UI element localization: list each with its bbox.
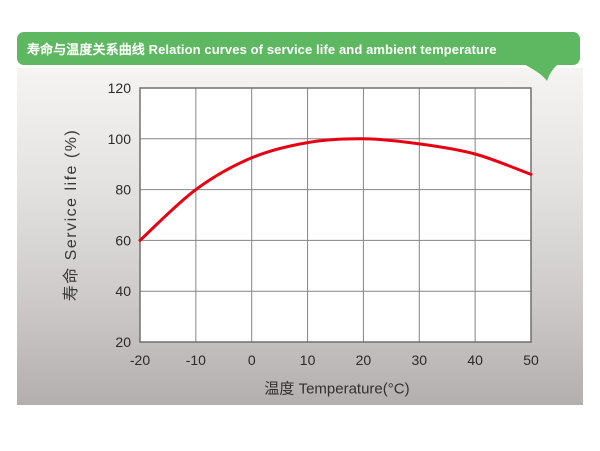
x-tick-label: 50 <box>523 352 539 368</box>
y-tick-label: 60 <box>115 232 131 248</box>
y-axis-title: 寿命 Service life (%) <box>63 128 80 302</box>
x-axis-title: 温度 Temperature(°C) <box>264 380 410 398</box>
series-service-life-curve <box>138 137 533 242</box>
x-tick-label: 30 <box>411 352 427 368</box>
plot-border <box>139 87 532 343</box>
plot-area <box>140 88 531 342</box>
title-banner: 寿命与温度关系曲线 Relation curves of service lif… <box>17 32 580 65</box>
x-tick-label: 40 <box>467 352 483 368</box>
x-tick-label: 10 <box>300 352 316 368</box>
y-tick-label: 20 <box>115 334 131 350</box>
y-tick-label: 40 <box>115 283 131 299</box>
x-tick-label: -20 <box>130 352 150 368</box>
x-tick-label: -10 <box>186 352 206 368</box>
x-tick-label: 0 <box>248 352 256 368</box>
y-tick-label: 80 <box>115 182 131 198</box>
x-tick-label: 20 <box>356 352 372 368</box>
banner-tail-icon <box>520 62 561 81</box>
y-tick-label: 120 <box>108 80 132 96</box>
page-title: 寿命与温度关系曲线 Relation curves of service lif… <box>27 42 497 57</box>
y-tick-label: 100 <box>108 131 132 147</box>
